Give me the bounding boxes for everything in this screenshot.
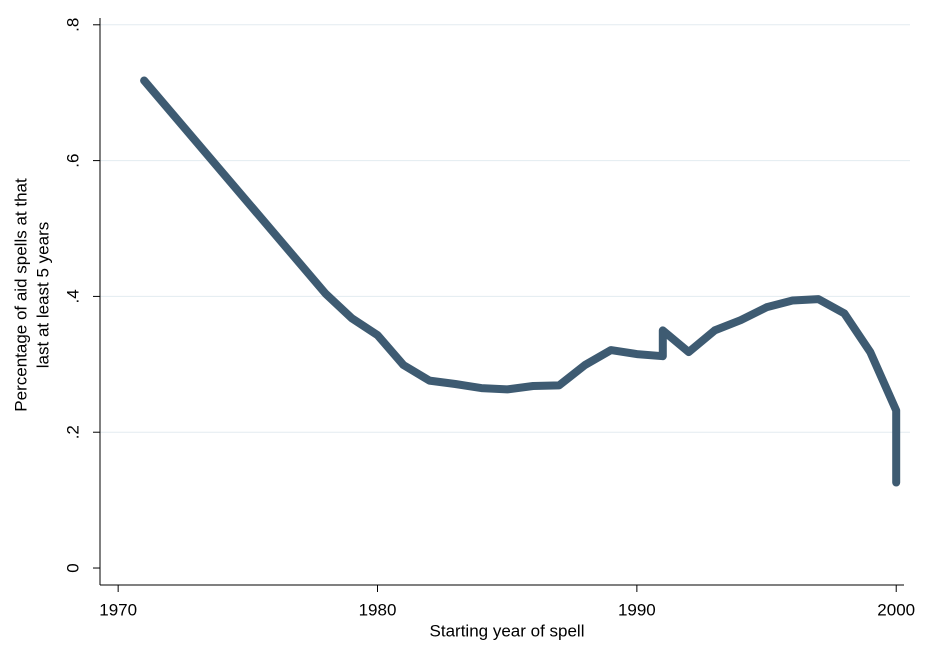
y-tick-label: .6	[63, 154, 82, 168]
x-tick-label: 2000	[877, 600, 915, 619]
y-axis-label: Percentage of aid spells at that	[11, 178, 30, 412]
x-axis-label: Starting year of spell	[430, 621, 585, 640]
x-tick-label: 1970	[99, 600, 137, 619]
y-tick-label: .2	[63, 425, 82, 439]
y-tick-label: .4	[63, 289, 82, 303]
y-tick-label: .8	[63, 18, 82, 32]
x-tick-label: 1990	[618, 600, 656, 619]
data-line	[140, 76, 901, 487]
x-tick-label: 1980	[359, 600, 397, 619]
y-tick-label: 0	[63, 563, 82, 572]
y-axis-label: last at least 5 years	[33, 222, 52, 368]
